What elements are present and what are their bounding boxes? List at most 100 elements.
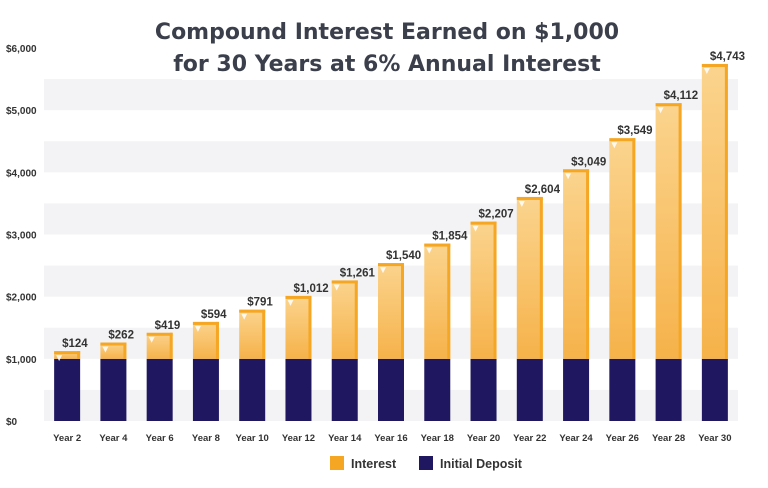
title-background [182,10,592,80]
data-labels: $124 $262 $419 $594 $791 $1,012 $1,261 $1,540 $1… [62,51,745,350]
bar-highlight [611,142,618,149]
bar-interest [54,351,81,359]
y-tick-label: $2,000 [6,293,37,304]
bar-interest [516,196,543,359]
bar-interest-cap [701,63,728,67]
data-label: $3,549 [617,125,652,137]
x-tick-label: Year 22 [513,433,546,444]
data-label: $1,540 [386,250,421,262]
bar-interest-edge [354,280,358,359]
y-tick-label: $3,000 [6,231,37,242]
y-tick-label: $4,000 [6,168,37,179]
bar-initial-deposit [563,358,590,421]
bar-initial-deposit [516,358,543,421]
bars [54,63,728,421]
bar-interest-edge [401,263,404,359]
x-tick-label: Year 24 [559,433,593,444]
x-tick-label: Year 4 [99,433,128,444]
legend: Interest Initial Deposit [330,456,523,471]
bar-interest-cap [100,342,127,346]
x-tick-label: Year 20 [467,433,500,444]
bar-highlight [148,336,155,343]
grid-band [44,79,738,111]
x-tick-label: Year 14 [328,433,362,444]
legend-label-interest: Interest [351,457,397,471]
bar-interest [609,138,636,359]
bar-highlight [518,200,525,207]
bar-interest-cap [54,351,81,355]
legend-swatch-initial-deposit [419,456,433,470]
bar-interest-cap [378,263,404,267]
bar-interest-cap [563,169,590,173]
bar-highlight [380,267,386,274]
bar-interest-cap [146,332,173,336]
data-label: $3,049 [571,156,606,168]
x-tick-label: Year 26 [606,433,639,444]
bar-interest-edge [586,169,590,359]
bar-interest-edge [493,221,497,359]
x-tick-label: Year 12 [282,433,315,444]
bar-highlight [56,355,63,362]
legend-label-initial-deposit: Initial Deposit [440,457,523,471]
bar-interest-edge [123,342,127,359]
bar-interest [701,63,728,359]
bar-initial-deposit [609,358,636,421]
bar-highlight [102,346,109,353]
data-label: $791 [247,297,273,309]
data-label: $124 [62,338,88,350]
bar-highlight [703,67,710,74]
x-axis: Year 2 Year 4 Year 6 Year 8 Year 10 Year 12 Ye… [53,433,731,444]
bar-interest-edge [678,103,682,359]
y-tick-label: $1,000 [6,355,37,366]
y-tick-label: $6,000 [6,44,37,55]
bar-highlight [241,313,248,320]
bar-interest-cap [655,103,682,107]
bar-interest-edge [632,138,636,359]
bar-initial-deposit [146,358,173,421]
bar-interest [285,295,312,359]
bar-highlight [426,247,433,254]
bar-interest-edge [539,196,543,359]
y-tick-label: $0 [6,417,18,428]
bar-interest-edge [724,63,728,359]
bar-initial-deposit [192,358,219,421]
data-label: $4,743 [710,51,745,63]
bar-interest-edge [77,351,81,359]
bar-interest [563,169,590,359]
chart-title-line-2: for 30 Years at 6% Annual Interest [173,52,601,77]
x-tick-label: Year 28 [652,433,685,444]
x-tick-label: Year 8 [192,433,220,444]
x-tick-label: Year 2 [53,433,81,444]
bar-interest-edge [262,309,266,359]
data-label: $2,207 [479,209,514,221]
bar-initial-deposit [701,358,728,421]
bar-interest [331,280,358,359]
bar-interest-cap [609,138,636,142]
bar-initial-deposit [54,358,81,421]
bar-initial-deposit [100,358,127,421]
data-label: $419 [155,320,181,332]
data-label: $262 [108,330,134,342]
bar-initial-deposit [378,358,404,421]
data-label: $2,604 [525,184,561,196]
x-tick-label: Year 6 [146,433,174,444]
bar-interest-cap [192,321,219,325]
bar-interest [655,103,682,359]
data-label: $1,012 [293,283,328,295]
bar-interest-edge [308,295,312,359]
x-tick-label: Year 16 [374,433,407,444]
bar-highlight [472,225,479,232]
legend-swatch-interest [330,456,344,470]
bar-highlight [565,173,572,180]
bar-initial-deposit [331,358,358,421]
bar-interest-edge [447,243,451,359]
bar-interest-cap [239,309,266,313]
bar-initial-deposit [655,358,682,421]
bar-interest [424,243,451,359]
bar-initial-deposit [424,358,451,421]
data-label: $4,112 [664,90,699,102]
bar-interest [146,332,173,359]
bar-interest-edge [169,332,173,359]
x-tick-label: Year 10 [236,433,269,444]
